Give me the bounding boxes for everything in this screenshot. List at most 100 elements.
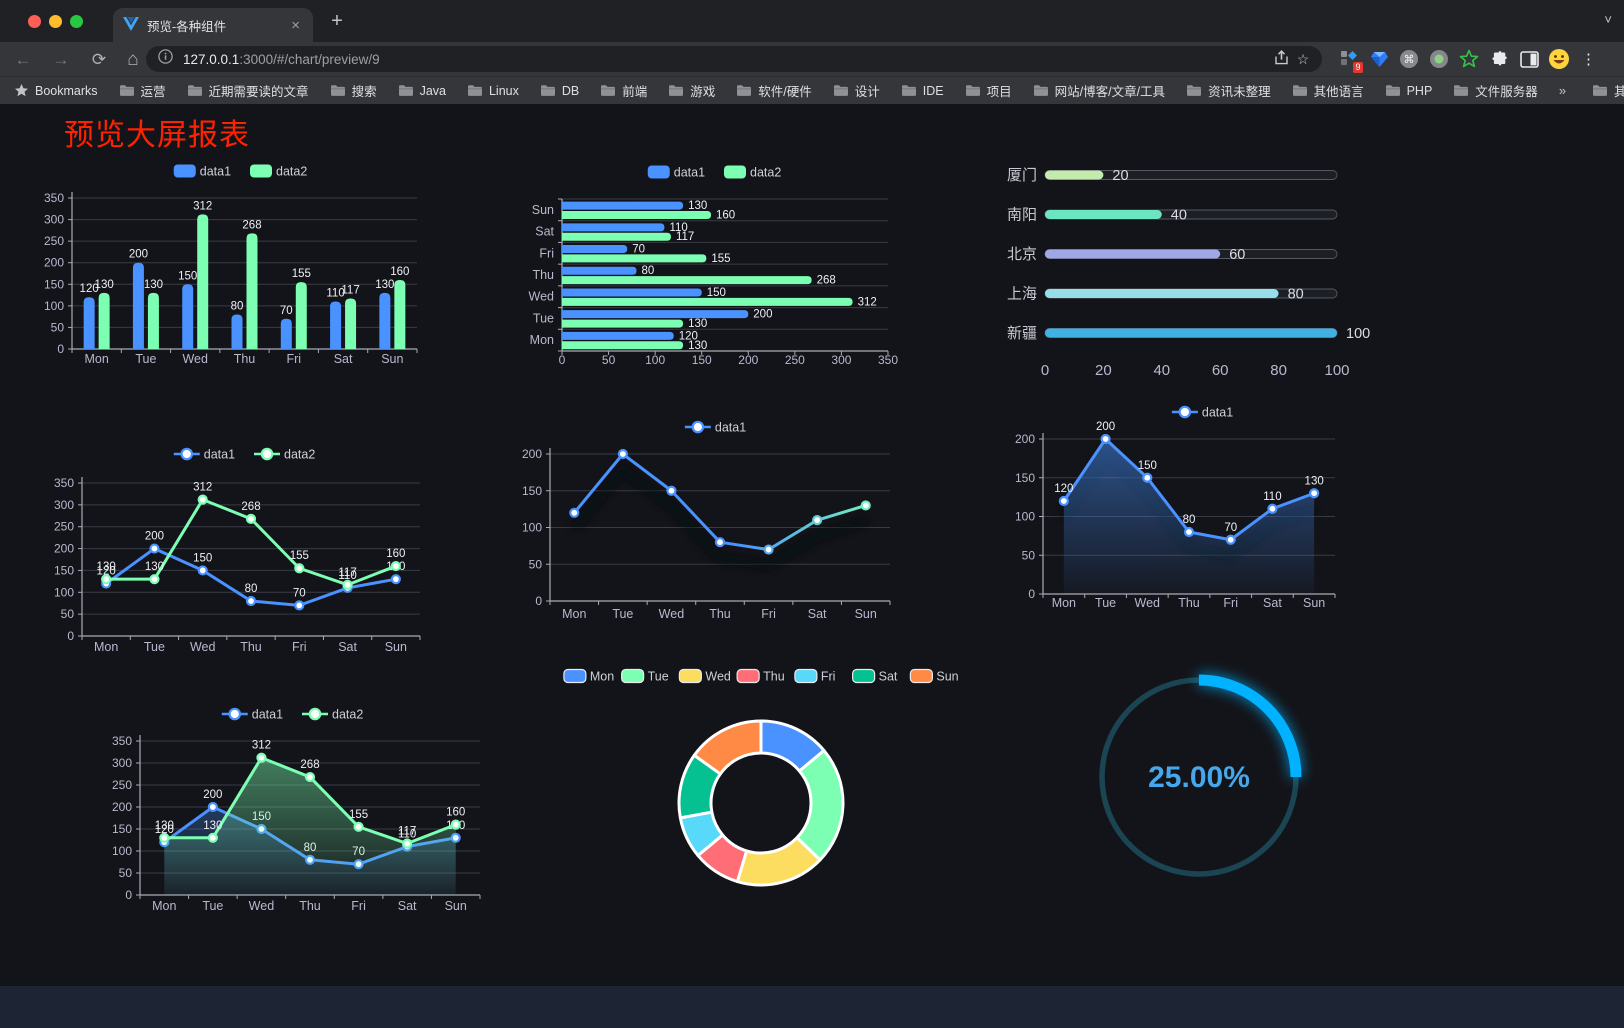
legend-item-data1[interactable]: data1 <box>1171 405 1233 419</box>
legend-item-data2[interactable]: data2 <box>254 447 315 461</box>
progress-row-上海[interactable]: 上海 80 <box>1007 286 1338 303</box>
svg-text:80: 80 <box>1288 287 1304 303</box>
svg-text:70: 70 <box>280 305 293 317</box>
legend-item-data2[interactable]: data2 <box>724 165 781 179</box>
chart-percent-gauge: 25.00% <box>1060 646 1350 916</box>
svg-text:50: 50 <box>1022 548 1036 562</box>
bookmark-folder[interactable]: 资讯未整理 <box>1186 81 1271 100</box>
bookmark-folder[interactable]: 软件/硬件 <box>736 81 812 100</box>
ext-recorder-icon[interactable] <box>1424 46 1454 72</box>
back-button[interactable]: ← <box>14 50 32 69</box>
legend-item-data1[interactable]: data1 <box>173 164 231 178</box>
svg-text:70: 70 <box>293 587 306 599</box>
ext-tabgroup-icon[interactable]: 9 <box>1334 46 1364 73</box>
legend-item-data1[interactable]: data1 <box>647 165 705 179</box>
bookmark-folder-label: 文件服务器 <box>1475 85 1538 99</box>
browser-tab[interactable]: 预览-各种组件 × <box>113 8 313 42</box>
legend-item-Sat[interactable]: Sat <box>852 668 898 683</box>
svg-text:250: 250 <box>54 520 74 534</box>
omnibox[interactable]: 127.0.0.1:3000/#/chart/preview/9 ☆ <box>146 46 1322 72</box>
ext-star-icon[interactable] <box>1454 46 1484 72</box>
svg-text:150: 150 <box>44 277 64 291</box>
legend-item-data2[interactable]: data2 <box>250 164 307 178</box>
svg-text:Fri: Fri <box>286 352 301 366</box>
legend-item-data1[interactable]: data1 <box>221 707 283 721</box>
bookmark-folder[interactable]: Linux <box>467 84 519 98</box>
svg-text:350: 350 <box>54 476 74 490</box>
bookmark-folder[interactable]: 网站/博客/文章/工具 <box>1033 81 1165 100</box>
window-minimize-button[interactable] <box>49 15 62 28</box>
svg-text:50: 50 <box>602 353 616 367</box>
bookmark-folder[interactable]: 搜索 <box>330 81 377 100</box>
ext-gem-icon[interactable] <box>1364 46 1394 72</box>
page-content: 预览大屏报表 data1 data2 0 50 100 150 200 250 300 350 Mo… <box>0 104 1624 1028</box>
legend-item-Wed[interactable]: Wed <box>678 668 731 683</box>
bookmark-folder[interactable]: 游戏 <box>668 81 715 100</box>
new-tab-button[interactable]: + <box>331 10 343 32</box>
folder-icon <box>669 85 684 96</box>
legend-item-data1[interactable]: data1 <box>173 447 235 461</box>
bookmark-folder[interactable]: Java <box>398 84 446 98</box>
bookmarks-overflow-chevron[interactable]: » <box>1558 83 1567 98</box>
svg-text:80: 80 <box>642 265 655 277</box>
tabstrip-chevron-icon[interactable]: ˅ <box>1604 12 1612 27</box>
svg-text:Thu: Thu <box>763 669 785 683</box>
tab-close-icon[interactable]: × <box>291 16 300 34</box>
sidebar-icon[interactable] <box>1514 46 1544 72</box>
home-button[interactable]: ⌂ <box>127 49 139 70</box>
progress-row-厦门[interactable]: 厦门 20 <box>1007 167 1338 184</box>
legend-item-Fri[interactable]: Fri <box>794 668 836 683</box>
pie-slice-Sun[interactable] <box>692 719 763 776</box>
series-data2[interactable]: 130 130 312 268 155 117 160 <box>562 210 877 352</box>
legend-item-Sun[interactable]: Sun <box>909 668 959 683</box>
svg-text:Tue: Tue <box>1095 596 1116 610</box>
legend-item-data2[interactable]: data2 <box>302 707 363 721</box>
site-info-icon[interactable] <box>158 49 173 69</box>
share-icon[interactable] <box>1270 49 1292 69</box>
kebab-menu-icon[interactable]: ⋮ <box>1581 51 1597 68</box>
legend-item-Thu[interactable]: Thu <box>736 668 785 683</box>
window-close-button[interactable] <box>28 15 41 28</box>
gauge-progress-arc <box>1198 674 1302 778</box>
bookmark-folder[interactable]: PHP <box>1385 84 1432 98</box>
bookmark-folder[interactable]: IDE <box>901 84 944 98</box>
progress-row-南阳[interactable]: 南阳 40 <box>1007 207 1338 224</box>
extensions-puzzle-icon[interactable] <box>1484 46 1514 72</box>
ext-command-icon[interactable]: ⌘ <box>1394 46 1424 72</box>
bookmark-star-icon[interactable]: ☆ <box>1296 50 1310 67</box>
bookmarks-manager-item[interactable]: Bookmarks <box>14 83 98 98</box>
svg-text:Wed: Wed <box>249 899 275 913</box>
svg-text:130: 130 <box>375 279 394 291</box>
bookmark-folder[interactable]: 前端 <box>600 81 647 100</box>
folder-icon <box>398 85 413 96</box>
series-data2[interactable]: 130 130 312 268 155 117 160 <box>97 482 406 590</box>
series-data2[interactable]: 130 130 312 268 155 117 160 <box>95 200 410 349</box>
bookmark-folder[interactable]: 文件服务器 <box>1453 81 1538 100</box>
svg-text:⌘: ⌘ <box>1404 54 1415 66</box>
bookmark-folder[interactable]: 项目 <box>965 81 1012 100</box>
other-bookmarks-folder[interactable]: 其他书签 <box>1592 81 1624 100</box>
progress-row-北京[interactable]: 北京 60 <box>1007 246 1338 263</box>
reload-button[interactable]: ⟳ <box>91 50 107 69</box>
profile-avatar[interactable] <box>1544 46 1574 72</box>
svg-text:Thu: Thu <box>240 640 262 654</box>
bookmark-folder[interactable]: DB <box>540 84 579 98</box>
forward-button[interactable]: → <box>52 50 70 69</box>
bookmark-folder[interactable]: 近期需要读的文章 <box>187 81 309 100</box>
window-fullscreen-button[interactable] <box>70 15 83 28</box>
bookmark-folder[interactable]: 运营 <box>119 81 166 100</box>
progress-row-新疆[interactable]: 新疆 100 <box>1007 325 1370 342</box>
legend-item-data1[interactable]: data1 <box>684 420 746 434</box>
legend-item-Tue[interactable]: Tue <box>621 668 669 683</box>
bookmark-folder[interactable]: 其他语言 <box>1292 81 1364 100</box>
series-data1[interactable] <box>569 448 871 555</box>
chart-two-area: data1 data2 0 50 100 150 200 250 300 350 Mon Tue Wed… <box>95 686 495 924</box>
bookmark-folder[interactable]: 设计 <box>833 81 880 100</box>
svg-text:80: 80 <box>1183 514 1196 526</box>
legend-item-Mon[interactable]: Mon <box>563 668 614 683</box>
series-data2[interactable]: 130 130 312 268 155 117 160 <box>155 740 466 895</box>
